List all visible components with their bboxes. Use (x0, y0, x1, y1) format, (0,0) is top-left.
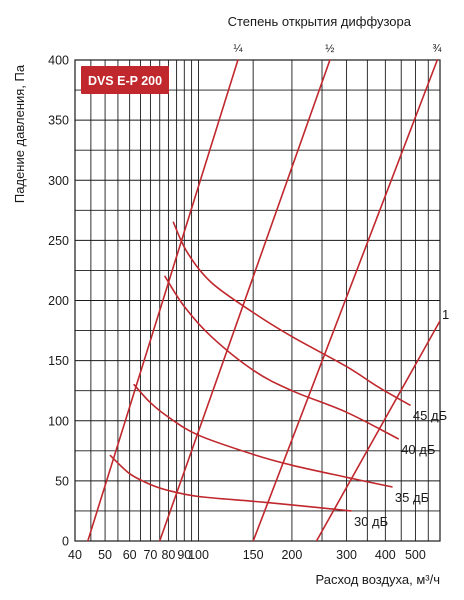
y-tick-label: 200 (48, 294, 69, 308)
x-tick-label: 70 (143, 548, 157, 562)
noise-label: 45 дБ (413, 408, 447, 423)
x-tick-label: 200 (281, 548, 302, 562)
noise-curve (164, 275, 399, 440)
y-tick-label: 0 (62, 535, 69, 549)
opening-line (252, 59, 439, 541)
x-tick-label: 50 (98, 548, 112, 562)
y-tick-label: 100 (48, 414, 69, 428)
top-axis-title: Степень открытия диффузора (228, 14, 412, 29)
noise-label: 30 дБ (354, 514, 388, 529)
x-tick-label: 150 (243, 548, 264, 562)
x-tick-label: 80 (161, 548, 175, 562)
curves (87, 59, 440, 541)
grid (74, 59, 441, 542)
series-group (87, 59, 440, 541)
x-tick-label: 500 (405, 548, 426, 562)
y-tick-label: 250 (48, 234, 69, 248)
noise-label: 35 дБ (395, 490, 429, 505)
x-tick-label: 60 (123, 548, 137, 562)
chart-title: DVS E-P 200 (88, 74, 162, 88)
x-tick-label: 40 (68, 548, 82, 562)
opening-label: ¼ (233, 43, 243, 55)
y-axis-title: Падение давления, Па (12, 64, 27, 203)
y-tick-label: 400 (48, 54, 69, 68)
x-axis-title: Расход воздуха, м³/ч (315, 572, 440, 587)
y-tick-label: 350 (48, 114, 69, 128)
opening-line (315, 320, 440, 541)
plot-frame (74, 59, 441, 542)
x-tick-label: 90 (177, 548, 191, 562)
opening-line (87, 59, 239, 541)
y-tick-label: 300 (48, 174, 69, 188)
noise-curve (109, 454, 352, 512)
y-tick-label: 150 (48, 354, 69, 368)
x-tick-label: 300 (336, 548, 357, 562)
y-tick-label: 50 (55, 474, 69, 488)
opening-label: ¾ (432, 43, 442, 55)
opening-label: 1 (442, 307, 449, 322)
opening-label: ½ (325, 43, 334, 55)
title-box: DVS E-P 200 (81, 66, 169, 94)
title-box-background (81, 66, 169, 94)
opening-line (158, 59, 331, 541)
noise-curve (172, 221, 411, 406)
noise-curve (133, 383, 393, 488)
x-tick-label: 400 (375, 548, 396, 562)
noise-label: 40 дБ (401, 442, 435, 457)
x-tick-label: 100 (188, 548, 209, 562)
